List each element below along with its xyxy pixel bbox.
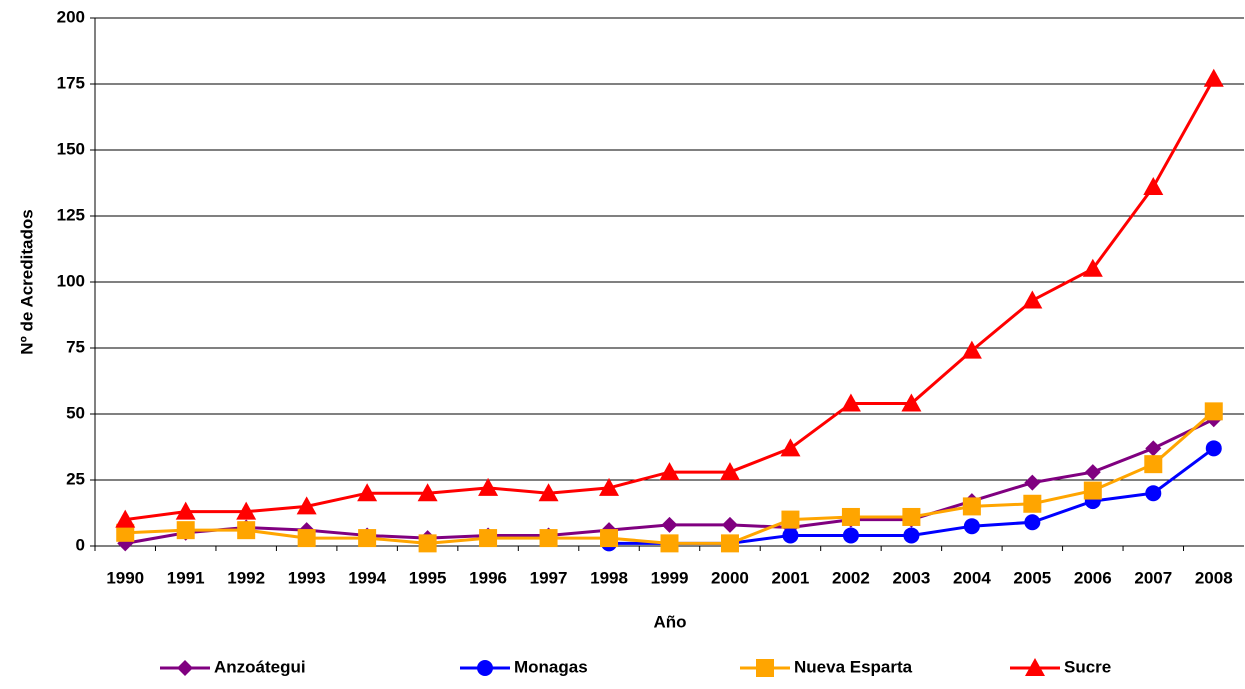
data-point — [719, 462, 740, 481]
data-point — [659, 462, 680, 481]
y-tick-label: 200 — [57, 7, 85, 26]
x-tick-label: 1997 — [530, 568, 568, 587]
y-tick-label: 125 — [57, 205, 85, 224]
data-point — [660, 534, 679, 553]
data-point — [782, 527, 799, 544]
legend-marker — [477, 660, 493, 676]
data-point — [842, 527, 859, 544]
legend-label: Monagas — [514, 657, 588, 676]
legend-label: Anzoátegui — [214, 657, 306, 676]
y-tick-label: 75 — [66, 337, 85, 356]
x-tick-label: 2001 — [772, 568, 810, 587]
y-tick-label: 175 — [57, 73, 85, 92]
x-tick-label: 2005 — [1013, 568, 1051, 587]
legend-marker — [756, 659, 774, 677]
x-tick-label: 2000 — [711, 568, 749, 587]
x-tick-label: 1998 — [590, 568, 628, 587]
data-point — [296, 496, 317, 515]
y-axis-title: Nº de Acreditados — [17, 209, 36, 354]
data-point — [600, 529, 619, 548]
data-point — [417, 483, 438, 502]
data-point — [1143, 176, 1164, 195]
x-tick-label: 1994 — [348, 568, 386, 587]
data-point — [841, 507, 860, 526]
x-tick-label: 1999 — [651, 568, 689, 587]
data-point — [840, 393, 861, 412]
data-point — [961, 340, 982, 359]
legend-label: Nueva Esparta — [794, 657, 913, 676]
data-point — [1205, 440, 1222, 457]
data-point — [116, 523, 135, 542]
x-axis-title: Año — [653, 612, 686, 631]
data-point — [479, 529, 498, 548]
x-tick-label: 2004 — [953, 568, 991, 587]
data-point — [599, 477, 620, 496]
data-point — [1083, 481, 1102, 500]
y-tick-label: 0 — [76, 535, 85, 554]
data-point — [1203, 68, 1224, 87]
y-tick-label: 150 — [57, 139, 85, 158]
data-point — [901, 393, 922, 412]
legend-marker — [1025, 658, 1045, 676]
data-point — [963, 518, 980, 535]
data-point — [357, 483, 378, 502]
data-point — [1024, 474, 1041, 491]
x-tick-label: 2006 — [1074, 568, 1112, 587]
legend-label: Sucre — [1064, 657, 1111, 676]
data-point — [176, 521, 195, 540]
data-point — [1022, 290, 1043, 309]
data-point — [780, 438, 801, 457]
x-tick-label: 1990 — [106, 568, 144, 587]
legend-marker — [177, 660, 193, 676]
x-tick-label: 1996 — [469, 568, 507, 587]
data-point — [661, 516, 678, 533]
data-point — [538, 483, 559, 502]
data-point — [720, 534, 739, 553]
x-tick-label: 1991 — [167, 568, 205, 587]
series-line — [125, 77, 1216, 522]
data-point — [1204, 402, 1223, 421]
data-point — [478, 477, 499, 496]
y-tick-label: 50 — [66, 403, 85, 422]
data-point — [418, 534, 437, 553]
x-tick-label: 2008 — [1195, 568, 1233, 587]
x-tick-label: 1993 — [288, 568, 326, 587]
data-point — [1024, 514, 1041, 531]
data-point — [175, 501, 196, 520]
data-point — [115, 509, 136, 528]
data-point — [1023, 494, 1042, 513]
x-tick-label: 2002 — [832, 568, 870, 587]
data-point — [539, 529, 558, 548]
data-point — [236, 501, 257, 520]
y-tick-label: 100 — [57, 271, 85, 290]
x-tick-label: 2003 — [892, 568, 930, 587]
data-point — [903, 527, 920, 544]
data-point — [1082, 258, 1103, 277]
x-tick-label: 1995 — [409, 568, 447, 587]
data-point — [902, 507, 921, 526]
data-point — [781, 510, 800, 529]
data-point — [1145, 440, 1162, 457]
data-point — [358, 529, 377, 548]
data-point — [721, 516, 738, 533]
data-point — [1144, 455, 1163, 474]
data-point — [237, 521, 256, 540]
y-tick-label: 25 — [66, 469, 85, 488]
x-tick-label: 1992 — [227, 568, 265, 587]
data-point — [962, 497, 981, 516]
data-point — [297, 529, 316, 548]
data-point — [1145, 485, 1162, 502]
data-point — [1084, 464, 1101, 481]
x-tick-label: 2007 — [1134, 568, 1172, 587]
